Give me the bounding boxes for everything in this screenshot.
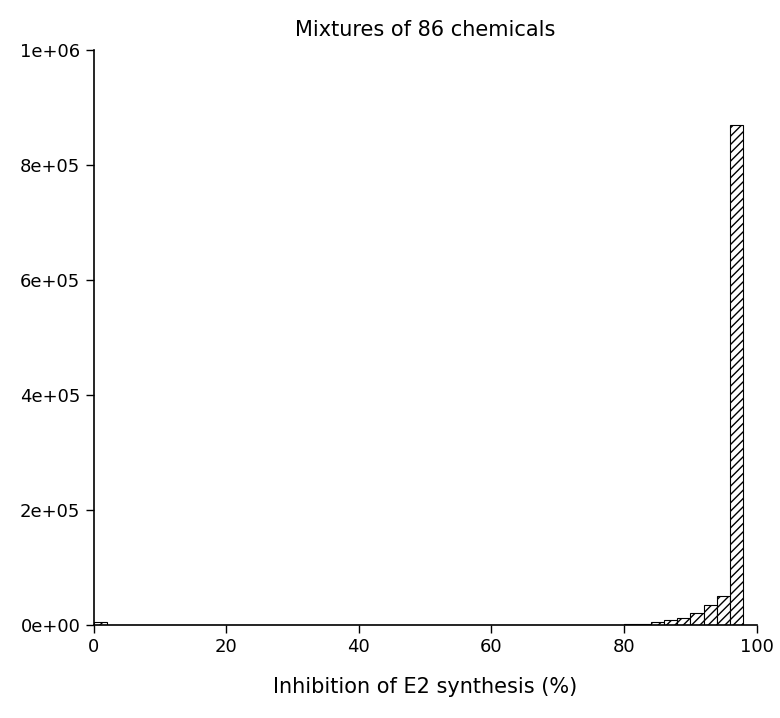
Bar xyxy=(664,620,677,625)
Bar xyxy=(651,623,664,625)
Bar xyxy=(677,617,690,625)
Bar xyxy=(730,125,743,625)
Bar xyxy=(717,596,730,625)
Title: Mixtures of 86 chemicals: Mixtures of 86 chemicals xyxy=(295,20,555,40)
Bar xyxy=(94,623,107,625)
Bar xyxy=(704,605,717,625)
Bar xyxy=(690,613,704,625)
Bar xyxy=(637,624,651,625)
X-axis label: Inhibition of E2 synthesis (%): Inhibition of E2 synthesis (%) xyxy=(273,676,577,696)
